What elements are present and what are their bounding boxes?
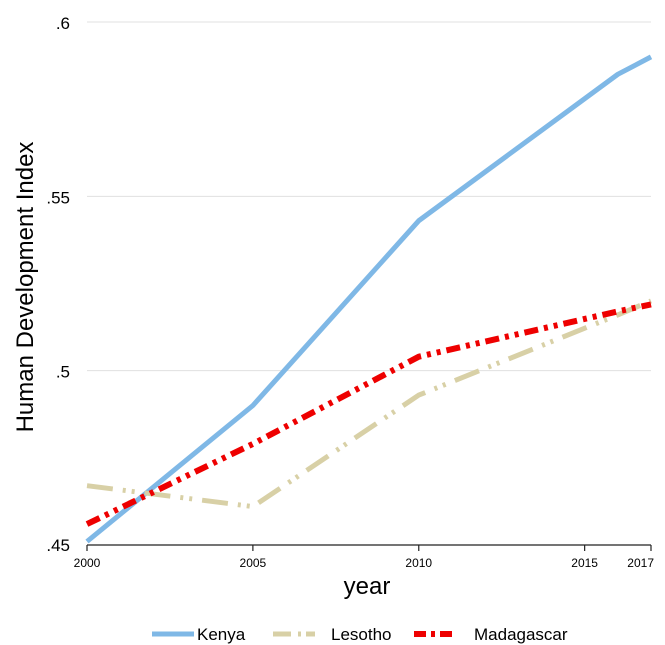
x-axis-title: year (344, 573, 391, 600)
x-tick-label: 2015 (571, 556, 598, 570)
x-tick-label: 2000 (74, 556, 101, 570)
y-axis: .45 .5 .55 .6 (46, 14, 70, 555)
legend-label-madagascar: Madagascar (474, 625, 568, 644)
y-tick-label: .6 (56, 14, 70, 33)
y-tick-label: .45 (46, 536, 70, 555)
x-tick-label: 2017 (627, 556, 654, 570)
y-axis-title: Human Development Index (12, 142, 39, 433)
x-tick-label: 2005 (240, 556, 267, 570)
y-tick-label: .55 (46, 188, 70, 207)
grid-lines (87, 21, 651, 372)
plot-series (85, 54, 653, 544)
series-line-lesotho (86, 298, 652, 510)
legend-label-kenya: Kenya (197, 625, 246, 644)
series-line-madagascar (85, 301, 652, 527)
series-line-kenya (85, 54, 653, 544)
legend: Kenya Lesotho Madagascar (152, 625, 568, 644)
x-tick-label: 2010 (405, 556, 432, 570)
legend-label-lesotho: Lesotho (331, 625, 392, 644)
y-tick-label: .5 (56, 363, 70, 382)
x-axis: 2000 2005 2010 2015 2017 (74, 544, 654, 570)
